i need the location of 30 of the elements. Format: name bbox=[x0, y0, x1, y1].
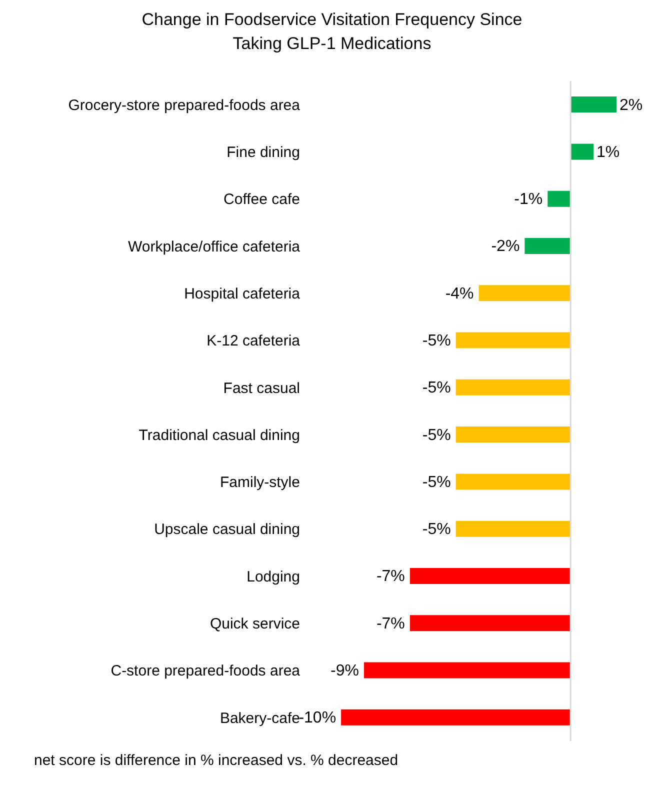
y-tick-label: Fine dining bbox=[226, 144, 300, 162]
data-label: -5% bbox=[422, 474, 451, 491]
data-label: 1% bbox=[596, 144, 620, 161]
data-label: -9% bbox=[330, 662, 360, 680]
y-tick-label: Traditional casual dining bbox=[138, 426, 300, 444]
y-tick-label: Lodging bbox=[246, 568, 300, 586]
data-label: -7% bbox=[376, 615, 405, 632]
text: net score is difference in % increased vs. % decreased bbox=[34, 752, 400, 769]
y-tick-label: Bakery-cafe bbox=[220, 710, 300, 727]
y-tick-label: Workplace/office cafeteria bbox=[128, 238, 301, 256]
data-label: -5% bbox=[422, 426, 451, 444]
data-label: -7% bbox=[376, 568, 405, 586]
data-label: -1% bbox=[514, 191, 543, 208]
y-tick-label: Fast casual bbox=[223, 380, 300, 397]
chart-title: Change in Foodservice Visitation Frequency Since Taking GLP-1 Medications bbox=[140, 9, 524, 55]
data-label: -10% bbox=[298, 710, 336, 727]
y-tick-label: Coffee cafe bbox=[224, 191, 300, 208]
y-tick-label: Grocery-store prepared-foods area bbox=[68, 96, 301, 114]
y-tick-label: C-store prepared-foods area bbox=[110, 662, 301, 680]
data-label: 2% bbox=[619, 96, 643, 114]
y-tick-label: K-12 cafeteria bbox=[206, 332, 301, 350]
y-tick-label: Family-style bbox=[220, 474, 300, 492]
data-label: -5% bbox=[422, 332, 451, 350]
data-label: -4% bbox=[445, 285, 474, 302]
y-tick-label: Hospital cafeteria bbox=[184, 285, 301, 302]
data-label: -5% bbox=[422, 380, 451, 397]
data-label: -5% bbox=[422, 521, 451, 538]
y-tick-label: Quick service bbox=[210, 615, 300, 632]
y-tick-label: Upscale casual dining bbox=[154, 521, 300, 538]
data-label: -2% bbox=[491, 238, 520, 256]
